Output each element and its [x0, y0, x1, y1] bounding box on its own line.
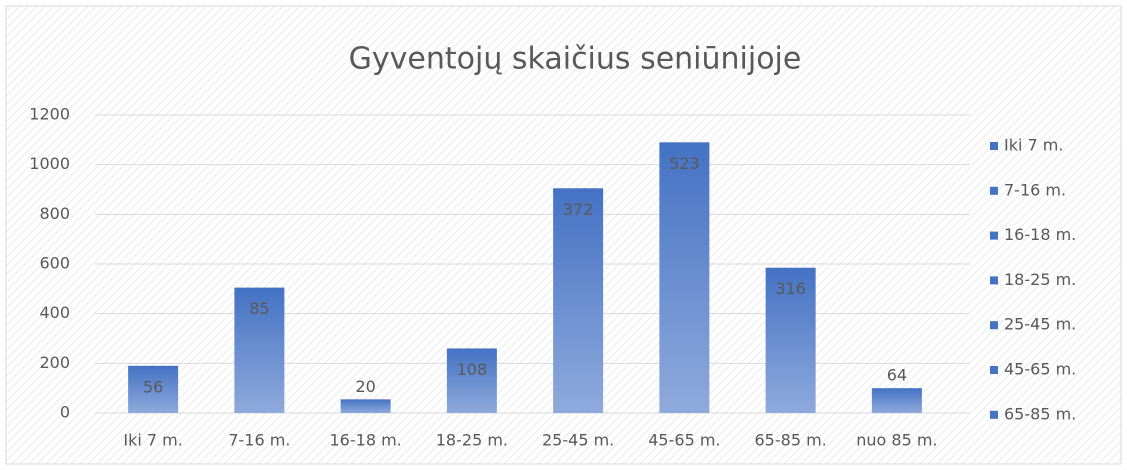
bar [340, 399, 391, 413]
legend-swatch [990, 276, 998, 285]
bar [659, 142, 710, 414]
bar [765, 267, 816, 413]
legend-swatch [990, 366, 998, 374]
chart-title: Gyventojų skaičius seniūnijoje [349, 42, 802, 77]
bar [446, 348, 497, 413]
y-tick-label: 1000 [29, 154, 70, 173]
y-tick-label: 1200 [29, 105, 70, 124]
data-label: 64 [887, 366, 907, 385]
bar [871, 388, 922, 413]
legend-label: 25-45 m. [1004, 315, 1076, 334]
x-tick-label: 45-65 m. [648, 431, 720, 450]
data-label: 372 [563, 200, 594, 219]
legend-swatch [990, 186, 998, 195]
y-tick-label: 400 [39, 303, 70, 322]
x-tick-label: nuo 85 m. [856, 431, 937, 450]
data-label: 316 [775, 279, 806, 298]
x-tick-label: 65-85 m. [755, 431, 827, 450]
data-label: 523 [669, 154, 700, 173]
legend-label: 65-85 m. [1004, 404, 1076, 423]
legend-swatch [990, 231, 998, 240]
x-tick-label: 16-18 m. [330, 431, 402, 450]
legend-label: 18-25 m. [1004, 270, 1076, 289]
y-tick-label: 600 [39, 254, 70, 273]
legend-label: Iki 7 m. [1004, 136, 1063, 155]
x-tick-label: 25-45 m. [542, 431, 614, 450]
y-tick-label: 800 [39, 204, 70, 223]
legend-label: 45-65 m. [1004, 360, 1076, 379]
legend-label: 7-16 m. [1004, 180, 1066, 199]
y-tick-label: 200 [39, 353, 70, 372]
legend-label: 16-18 m. [1004, 225, 1076, 244]
data-label: 20 [355, 377, 375, 396]
bar [234, 287, 285, 413]
x-tick-label: 18-25 m. [436, 431, 508, 450]
legend-swatch [990, 321, 998, 330]
y-tick-label: 0 [60, 403, 70, 422]
legend-swatch [990, 410, 998, 419]
data-label: 56 [143, 377, 163, 396]
data-label: 108 [457, 360, 488, 379]
bar [553, 188, 604, 413]
legend-swatch [990, 142, 998, 150]
bar [128, 365, 179, 413]
x-tick-label: 7-16 m. [228, 431, 290, 450]
data-label: 85 [249, 299, 269, 318]
x-tick-label: Iki 7 m. [123, 431, 182, 450]
